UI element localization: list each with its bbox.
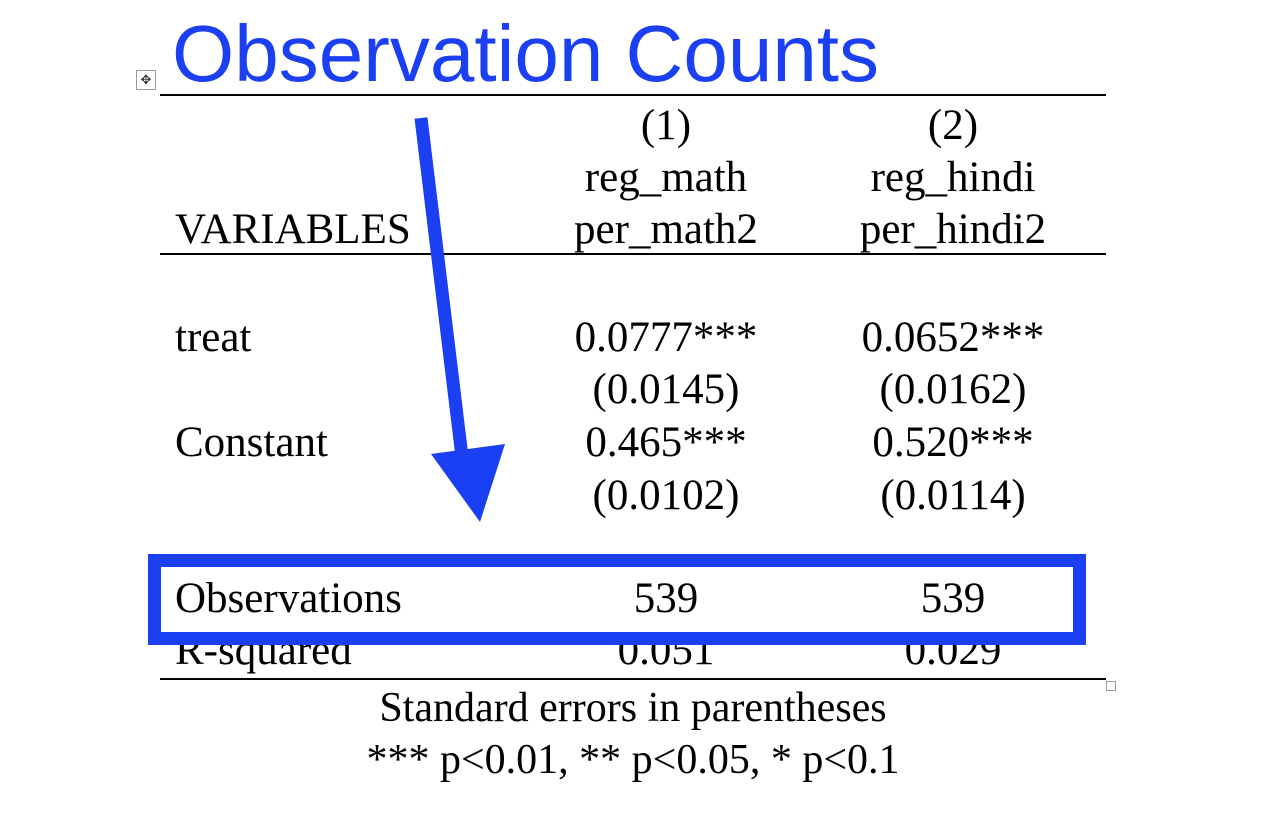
variables-header: VARIABLES	[175, 206, 411, 253]
coef-treat-1: 0.0777***	[574, 314, 758, 361]
page-title: Observation Counts	[172, 9, 880, 98]
coef-treat-2: 0.0652***	[861, 314, 1045, 361]
column-number-2: (2)	[927, 102, 979, 149]
table-bottom-rule	[160, 678, 1106, 680]
resize-handle-icon[interactable]	[1106, 681, 1116, 691]
se-treat-1: (0.0145)	[592, 366, 740, 413]
column-depvar-2: reg_hindi	[870, 154, 1036, 201]
row-label-treat: treat	[175, 314, 252, 361]
column-var-2: per_hindi2	[859, 206, 1047, 253]
observations-2: 539	[920, 575, 986, 622]
column-var-1: per_math2	[574, 206, 758, 253]
coef-constant-2: 0.520***	[872, 419, 1034, 466]
note-standard-errors: Standard errors in parentheses	[379, 685, 887, 731]
observations-1: 539	[633, 575, 699, 622]
se-constant-2: (0.0114)	[880, 472, 1026, 519]
se-treat-2: (0.0162)	[879, 366, 1027, 413]
row-label-constant: Constant	[175, 419, 328, 466]
coef-constant-1: 0.465***	[585, 419, 747, 466]
column-number-1: (1)	[640, 102, 692, 149]
note-significance: *** p<0.01, ** p<0.05, * p<0.1	[366, 737, 900, 783]
move-arrows-icon[interactable]: ✥	[136, 70, 156, 90]
observations-highlight-box	[148, 554, 1086, 645]
row-label-observations: Observations	[175, 575, 402, 622]
column-depvar-1: reg_math	[584, 154, 748, 201]
header-rule	[160, 253, 1106, 255]
table-top-rule	[160, 94, 1106, 96]
se-constant-1: (0.0102)	[592, 472, 740, 519]
